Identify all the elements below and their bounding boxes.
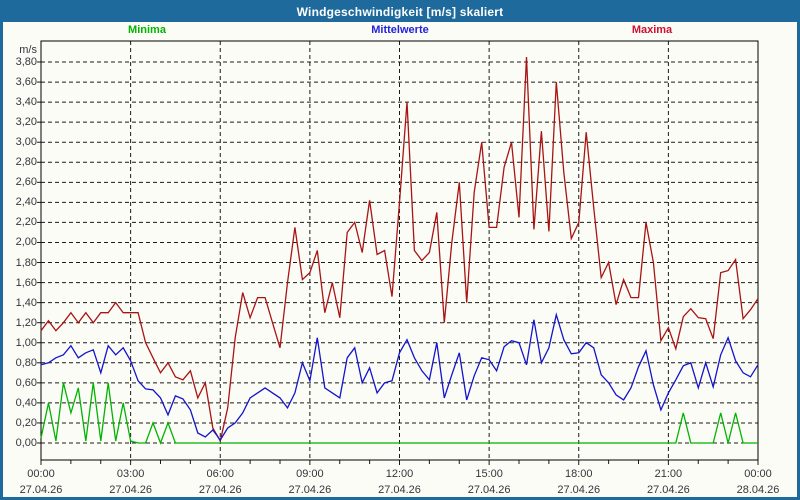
x-axis-time-label: 03:00 [116,468,145,480]
x-axis-time-label: 00:00 [744,468,772,480]
x-axis-date-label: 27.04.26 [19,484,63,496]
y-axis-label: 1,60 [15,276,37,289]
y-axis-label: 1,40 [15,296,37,309]
x-axis-time-label: 18:00 [564,468,593,480]
y-axis-unit-label: m/s [19,44,37,56]
series-line-minima [40,382,758,445]
x-axis-date-label: 27.04.26 [467,484,511,496]
y-axis-label: 0,80 [15,356,37,369]
x-axis-time-label: 12:00 [385,468,414,480]
x-axis-date-label: 27.04.26 [198,484,242,496]
y-axis-label: 0,00 [15,437,37,449]
y-axis-label: 3,40 [15,96,37,109]
x-axis-time-label: 15:00 [475,468,503,480]
series-line-maxima [40,56,759,443]
x-axis-time-label: 06:00 [206,468,235,480]
y-axis-label: 2,20 [15,216,37,229]
y-axis-label: 1,80 [15,256,37,269]
y-axis-label: 1,20 [15,316,37,329]
x-axis-date-label: 27.04.26 [288,484,332,496]
x-axis-date-label: 28.04.26 [736,484,780,496]
plot-border [40,40,759,461]
y-axis-label: 3,00 [15,136,37,149]
y-axis-label: 3,80 [15,56,37,68]
y-axis-label: 0,20 [15,416,37,429]
x-axis-time-label: 00:00 [27,468,55,480]
y-axis-label: 1,00 [15,336,37,349]
y-axis-label: 0,40 [15,396,37,409]
chart-plot-area [37,40,759,465]
legend-mittelwerte: Mittelwerte [371,24,429,36]
window-title-bar: Windgeschwindigkeit [m/s] skaliert [3,3,797,22]
x-axis-date-label: 27.04.26 [378,484,421,496]
legend-minima: Minima [128,24,166,36]
x-axis-time-label: 21:00 [654,468,683,480]
x-axis-date-label: 27.04.26 [109,484,153,496]
y-axis-label: 3,20 [15,116,37,129]
y-axis-label: 0,60 [15,376,37,389]
y-axis-label: 3,60 [15,76,37,89]
x-axis-date-label: 27.04.26 [646,484,690,496]
x-axis-time-label: 09:00 [296,468,324,480]
y-axis-label: 2,40 [15,196,37,209]
legend-maxima: Maxima [631,24,673,36]
x-axis-date-label: 27.04.26 [557,484,601,496]
y-axis-label: 2,00 [15,236,37,249]
y-axis-label: 2,80 [15,156,37,169]
window-title: Windgeschwindigkeit [m/s] skaliert [296,5,504,19]
series-line-mittelwerte [40,312,759,442]
y-axis-label: 2,60 [15,176,37,189]
